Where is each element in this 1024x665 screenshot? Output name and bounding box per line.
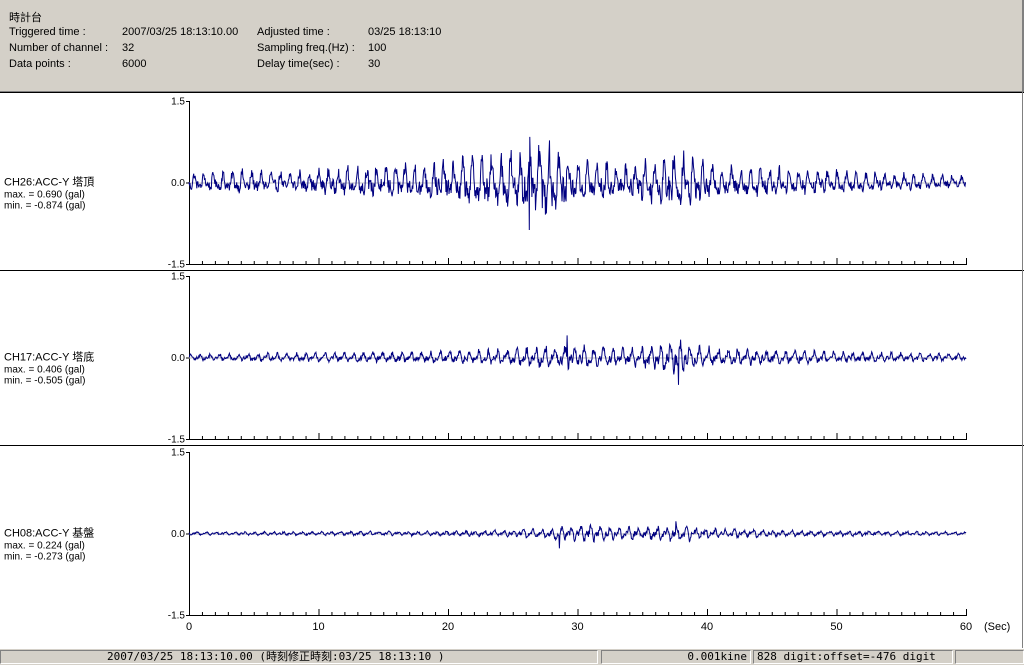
status-unit: 0.001kine [601, 650, 751, 664]
status-time: 2007/03/25 18:13:10.00 (時刻修正時刻:03/25 18:… [0, 650, 598, 664]
channel-name: CH26:ACC-Y 塔頂 [4, 176, 94, 189]
delay-time-label: Delay time(sec) : [257, 58, 340, 70]
data-points-value: 6000 [122, 58, 147, 70]
max-readout: max. = 0.406 (gal) [4, 365, 85, 376]
x-tick-label: 50 [830, 621, 842, 633]
adjusted-time-label: Adjusted time : [257, 26, 330, 38]
sampling-freq-value: 100 [368, 42, 387, 54]
min-readout: min. = -0.874 (gal) [4, 201, 85, 212]
data-points-label: Data points : [9, 58, 71, 70]
adjusted-time-value: 03/25 18:13:10 [368, 26, 442, 38]
triggered-time-label: Triggered time : [9, 26, 86, 38]
y-tick-label: -1.5 [168, 260, 186, 271]
waveform-line [188, 335, 967, 385]
sampling-freq-label: Sampling freq.(Hz) : [257, 42, 355, 54]
waveform-line [188, 521, 967, 549]
triggered-time-value: 2007/03/25 18:13:10.00 [122, 26, 239, 38]
y-tick-label: 1.5 [171, 272, 185, 283]
x-tick-label: 20 [442, 621, 454, 633]
min-readout: min. = -0.505 (gal) [4, 376, 85, 387]
y-tick-label: 0.0 [171, 529, 185, 540]
x-tick-label: 30 [571, 621, 583, 633]
channel-count-value: 32 [122, 42, 135, 54]
max-readout: max. = 0.224 (gal) [4, 541, 85, 552]
y-tick-label: -1.5 [168, 611, 186, 622]
waveform-line [188, 136, 966, 231]
x-tick-label: 40 [701, 621, 713, 633]
y-tick-label: 1.5 [171, 448, 185, 459]
y-tick-label: 0.0 [171, 353, 185, 364]
x-tick-label: 10 [312, 621, 324, 633]
y-tick-label: 0.0 [171, 178, 185, 189]
delay-time-value: 30 [368, 58, 381, 70]
min-readout: min. = -0.273 (gal) [4, 552, 85, 563]
channel-name: CH08:ACC-Y 基盤 [4, 527, 94, 540]
x-tick-label: 0 [186, 621, 192, 633]
station-title: 時計台 [9, 12, 42, 24]
status-bar: 2007/03/25 18:13:10.00 (時刻修正時刻:03/25 18:… [0, 648, 1024, 665]
channel-name: CH17:ACC-Y 塔底 [4, 350, 94, 364]
status-digit: 828 digit:offset=-476 digit [753, 650, 953, 664]
record-info-panel: 時計台 Triggered time : 2007/03/25 18:13:10… [0, 0, 1024, 92]
x-tick-label: 60 [960, 621, 972, 633]
channel-count-label: Number of channel : [9, 42, 109, 54]
x-unit-label: (Sec) [984, 621, 1010, 633]
y-tick-label: 1.5 [171, 97, 185, 108]
status-extra [955, 650, 1024, 664]
y-tick-label: -1.5 [168, 435, 186, 446]
max-readout: max. = 0.690 (gal) [4, 190, 85, 201]
